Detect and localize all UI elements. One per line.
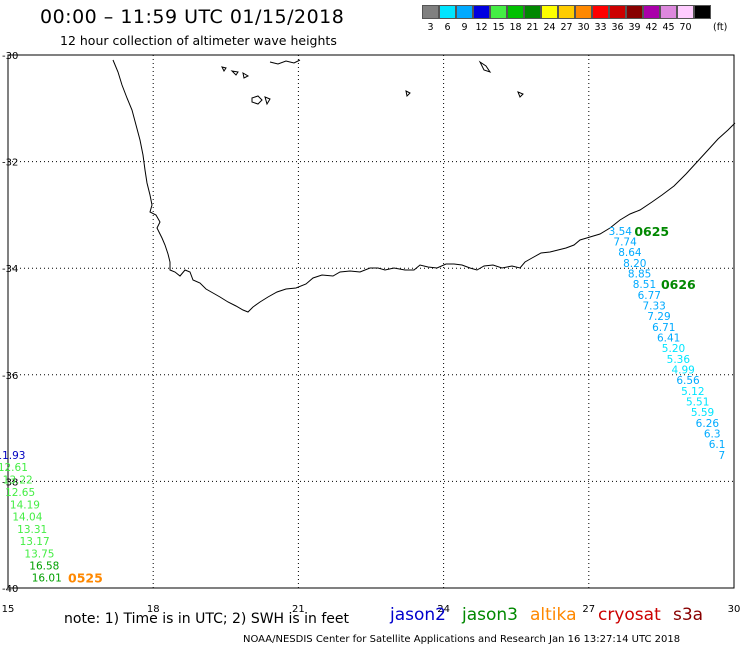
island-4 [480,62,490,72]
island-5 [406,91,523,97]
credit-line: NOAA/NESDIS Center for Satellite Applica… [243,634,680,645]
map-frame [8,55,734,588]
lat-tick-label: -32 [2,158,18,169]
wave-height-label: 11.93 [0,450,25,462]
lat-tick-label: -34 [2,264,18,275]
wave-height-label: 14.19 [10,499,40,511]
satellite-s3a: s3a [673,605,703,625]
wave-height-label: 13.31 [17,524,47,536]
wave-height-label: 12.61 [0,462,28,474]
island-2 [222,67,248,78]
wave-height-label: 13.75 [24,548,54,560]
lon-tick-label: 27 [582,604,595,615]
footnote: note: 1) Time is in UTC; 2) SWH is in fe… [64,611,349,627]
wave-height-label: 7 [719,450,726,462]
wave-height-label: 13.22 [3,474,33,486]
lon-tick-label: 30 [728,604,740,615]
wave-height-label: 13.17 [20,536,50,548]
lat-tick-label: -36 [2,371,18,382]
altimeter-tracks: 3.547.748.648.208.858.51 0625 6.777.337.29… [0,224,725,585]
pass-time-label: 0625 [634,224,669,239]
island-3 [252,96,270,104]
lat-tick-label: -40 [2,584,18,595]
lon-tick-label: 15 [2,604,15,615]
track-altika: 11.9312.6113.2212.6514.1914.0413.3113.17… [0,450,103,586]
track-jason3: 6.777.337.296.716.415.205.364.996.565.12… [638,277,726,462]
lat-tick-label: -30 [2,51,18,62]
wave-height-label: 14.04 [12,512,42,524]
satellite-altika: altika [530,605,577,625]
satellite-cryosat: cryosat [598,605,661,625]
pass-time-label: 0626 [661,277,696,292]
satellite-jason3: jason3 [462,605,518,625]
pass-time-label: 0525 [68,570,103,585]
wave-height-label: 16.01 [32,572,62,584]
wave-height-label: 12.65 [5,487,35,499]
island-1 [270,60,300,64]
graticule: 15 18 21 24 27 30 -30 -32 -34 -36 -38 -40 [2,51,740,615]
satellite-jason2: jason2 [390,605,446,625]
wave-height-label: 16.58 [29,561,59,573]
